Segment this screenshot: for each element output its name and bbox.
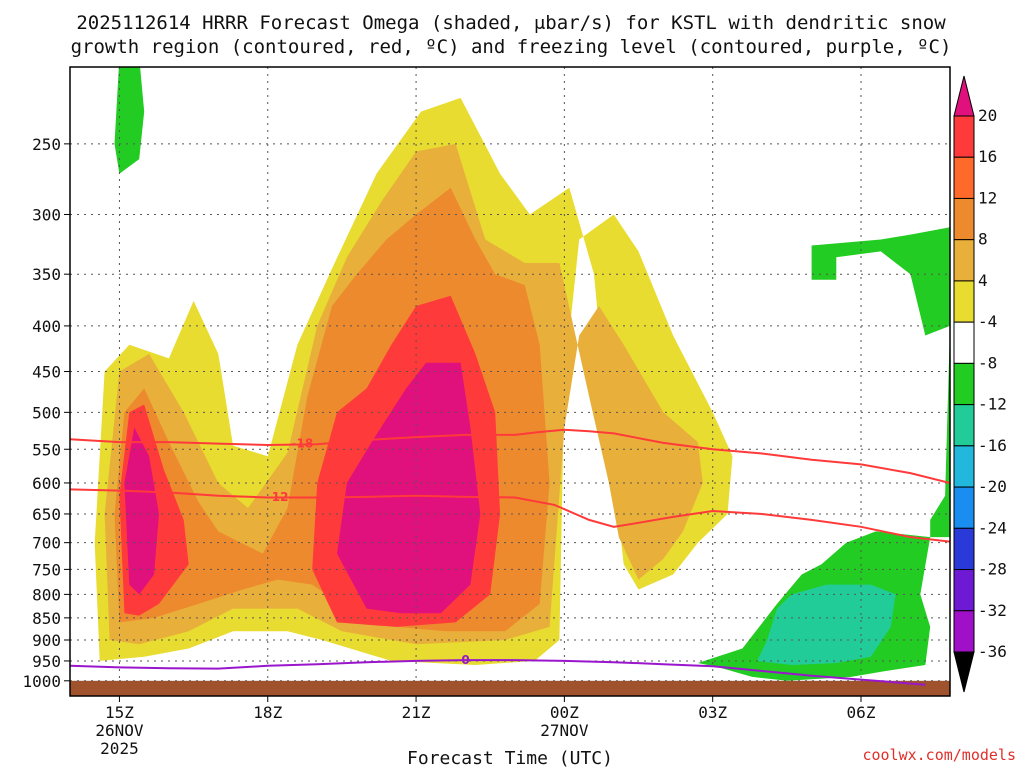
colorbar-label: -12 — [978, 395, 1007, 414]
colorbar-swatch — [953, 527, 975, 571]
x-tick-label: 26NOV — [95, 721, 144, 740]
colorbar-label: -24 — [978, 518, 1007, 537]
ground-bar — [70, 680, 950, 696]
colorbar-swatch — [953, 569, 975, 612]
colorbar-swatch — [953, 156, 975, 199]
contour-label-2: 0 — [461, 653, 469, 667]
omega-region-7 — [114, 67, 145, 174]
omega-gap-region — [554, 626, 590, 661]
colorbar-label: -32 — [978, 601, 1007, 620]
chart-title-line2: growth region (contoured, red, ºC) and f… — [71, 36, 952, 58]
y-tick-label: 250 — [32, 135, 61, 154]
y-tick-label: 950 — [32, 652, 61, 671]
x-axis-label: Forecast Time (UTC) — [407, 748, 613, 768]
x-tick-label: 15Z — [105, 703, 134, 722]
x-tick-label: 06Z — [847, 703, 876, 722]
plot-frame — [69, 66, 951, 697]
y-tick-label: 500 — [32, 403, 61, 422]
chart-title-line1: 2025112614 HRRR Forecast Omega (shaded, … — [76, 12, 946, 34]
colorbar-label: 4 — [978, 271, 988, 290]
x-tick-label: 27NOV — [540, 721, 589, 740]
colorbar-swatch — [953, 321, 975, 364]
x-tick-label: 2025 — [100, 739, 139, 758]
colorbar-label: -28 — [978, 560, 1007, 579]
colorbar-swatch — [953, 404, 975, 447]
colorbar-swatch — [953, 280, 975, 323]
omega-region-8 — [811, 227, 950, 538]
y-tick-label: 350 — [32, 265, 61, 284]
y-tick-label: 550 — [32, 440, 61, 459]
colorbar-swatch — [953, 362, 975, 406]
colorbar-label: -16 — [978, 436, 1007, 455]
omega-region-10 — [757, 584, 896, 665]
x-tick-label: 18Z — [253, 703, 282, 722]
colorbar-swatch — [953, 445, 975, 488]
y-tick-label: 1000 — [22, 672, 61, 691]
colorbar-label: 20 — [978, 106, 997, 125]
omega-region-5 — [124, 427, 159, 595]
colorbar-label: 16 — [978, 147, 997, 166]
colorbar-swatch — [953, 115, 975, 158]
colorbar-swatch — [953, 610, 975, 653]
y-tick-label: 600 — [32, 474, 61, 493]
contour-line-2 — [70, 659, 926, 686]
colorbar-swatch — [953, 239, 975, 282]
contour-line-0 — [70, 428, 950, 484]
y-tick-label: 900 — [32, 631, 61, 650]
colorbar-swatch — [953, 486, 975, 529]
credit-label[interactable]: coolwx.com/models — [862, 746, 1016, 764]
omega-region-6 — [337, 362, 481, 614]
x-tick-label: 21Z — [402, 703, 431, 722]
colorbar-label: 12 — [978, 188, 997, 207]
colorbar-label: -36 — [978, 642, 1007, 661]
y-tick-label: 300 — [32, 205, 61, 224]
colorbar-label: -20 — [978, 477, 1007, 496]
colorbar-label: 8 — [978, 230, 988, 249]
plot-area: -18 -12 0 — [70, 67, 950, 696]
y-tick-label: 650 — [32, 505, 61, 524]
colorbar-swatch — [953, 197, 975, 241]
colorbar-label: -4 — [978, 312, 997, 331]
colorbar-top-arrow — [953, 75, 975, 117]
y-tick-label: 850 — [32, 609, 61, 628]
contour-label-1: -12 — [267, 490, 289, 504]
y-tick-label: 750 — [32, 560, 61, 579]
contour-line-1 — [70, 488, 950, 543]
colorbar-bottom-arrow — [953, 651, 975, 693]
contour-label-0: -18 — [292, 437, 314, 451]
colorbar-label: -8 — [978, 353, 997, 372]
y-tick-label: 800 — [32, 585, 61, 604]
x-tick-label: 03Z — [698, 703, 727, 722]
y-tick-label: 400 — [32, 317, 61, 336]
colorbar: 20 16 12 8 4 -4 -8 -12 -16 -20 -24 -28 -32 -36 — [953, 75, 1007, 693]
y-tick-label: 450 — [32, 363, 61, 382]
y-tick-label: 700 — [32, 534, 61, 553]
x-tick-label: 00Z — [550, 703, 579, 722]
axes: 250 300 350 400 450 500 550 600 650 700 750 800 850 9… — [22, 66, 951, 758]
